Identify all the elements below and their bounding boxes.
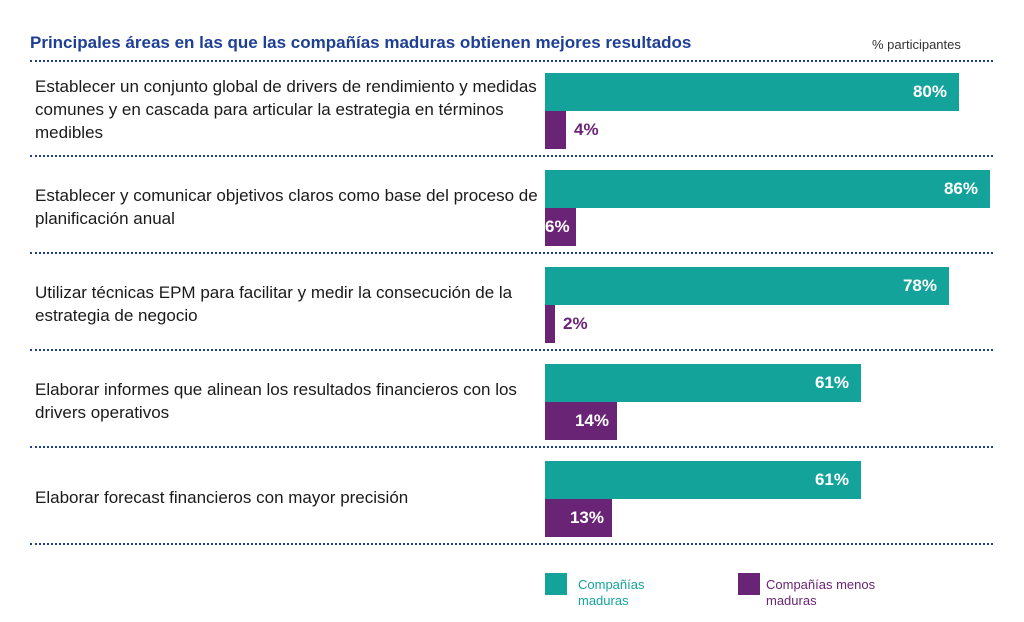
bar-mature	[545, 364, 861, 402]
category-label: Elaborar forecast financieros con mayor …	[35, 488, 409, 507]
bar-less-mature	[545, 111, 566, 149]
row-separator	[30, 349, 993, 351]
row-separator	[30, 446, 993, 448]
legend-swatch-less-mature	[738, 573, 760, 595]
row-separator	[30, 252, 993, 254]
chart-title: Principales áreas en las que las compañí…	[30, 33, 692, 52]
bar-mature	[545, 170, 990, 208]
bar-less-mature	[545, 402, 617, 440]
category-label: Establecer un conjunto global de drivers…	[35, 77, 537, 142]
bar-less-mature	[545, 499, 612, 537]
data-label-mature: 61%	[814, 470, 849, 489]
data-label-less-mature: 4%	[574, 120, 599, 139]
data-label-mature: 61%	[814, 373, 849, 392]
data-label-less-mature: 14%	[574, 411, 609, 430]
bar-less-mature	[545, 208, 576, 246]
data-label-less-mature: 2%	[563, 314, 588, 333]
data-label-mature: 80%	[912, 82, 947, 101]
category-label: Elaborar informes que alinean los result…	[35, 379, 517, 422]
category-label: Establecer y comunicar objetivos claros …	[35, 185, 538, 228]
row-separator	[30, 155, 993, 157]
bar-mature	[545, 461, 861, 499]
data-label-less-mature: 13%	[569, 508, 604, 527]
unit-label: % participantes	[872, 37, 961, 52]
data-label-less-mature: 6%	[545, 217, 570, 236]
legend-swatch-mature	[545, 573, 567, 595]
legend-label-less-mature: Compañías menos maduras	[766, 577, 876, 608]
bar-mature	[545, 73, 959, 111]
category-label: Utilizar técnicas EPM para facilitar y m…	[35, 282, 513, 325]
row-separator	[30, 60, 993, 62]
data-label-mature: 78%	[902, 276, 937, 295]
bar-less-mature	[545, 305, 555, 343]
bar-mature	[545, 267, 949, 305]
row-separator	[30, 543, 993, 545]
data-label-mature: 86%	[943, 179, 978, 198]
legend-label-mature: Compañías maduras	[578, 577, 645, 608]
